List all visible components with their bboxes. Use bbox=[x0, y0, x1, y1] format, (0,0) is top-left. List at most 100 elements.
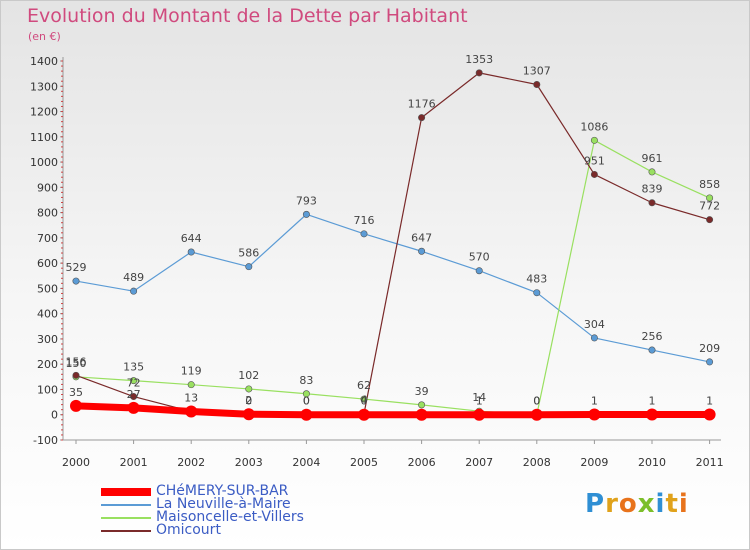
y-tick-label: 300 bbox=[37, 333, 58, 346]
data-point bbox=[127, 401, 140, 414]
data-label: 0 bbox=[303, 395, 310, 408]
data-point bbox=[418, 247, 426, 255]
x-tick-label: 2004 bbox=[292, 456, 320, 469]
data-label: 209 bbox=[699, 342, 720, 355]
data-point bbox=[358, 408, 370, 421]
data-point bbox=[300, 408, 313, 421]
data-point bbox=[706, 216, 714, 224]
data-point bbox=[648, 168, 656, 176]
data-point bbox=[590, 170, 598, 178]
data-point bbox=[245, 385, 253, 393]
y-tick-label: 800 bbox=[37, 207, 58, 220]
legend-item: CHéMERY-SUR-BAR bbox=[101, 483, 421, 499]
y-tick-label: 900 bbox=[37, 181, 58, 194]
legend-swatch bbox=[101, 530, 151, 532]
data-label: 119 bbox=[181, 365, 202, 378]
data-point bbox=[130, 393, 138, 401]
y-tick-label: 200 bbox=[37, 358, 58, 371]
y-tick-label: 1200 bbox=[30, 106, 58, 119]
data-point bbox=[302, 210, 310, 218]
data-point bbox=[415, 408, 428, 421]
y-tick-label: 1300 bbox=[30, 80, 58, 93]
data-point bbox=[72, 371, 80, 379]
data-point bbox=[72, 277, 80, 285]
data-label: 72 bbox=[127, 377, 141, 390]
data-label: 1353 bbox=[465, 53, 493, 66]
legend-swatch bbox=[101, 488, 151, 496]
data-point bbox=[703, 408, 716, 421]
data-label: 39 bbox=[415, 385, 429, 398]
data-point bbox=[706, 194, 714, 202]
data-label: 961 bbox=[642, 152, 663, 165]
logo-letter: r bbox=[605, 489, 619, 519]
series-points bbox=[70, 69, 716, 421]
y-tick-label: 700 bbox=[37, 232, 58, 245]
logo-letter: o bbox=[618, 489, 638, 519]
data-label: 304 bbox=[584, 318, 605, 331]
legend-label: Maisoncelle-et-Villers bbox=[156, 509, 304, 525]
data-point bbox=[70, 399, 82, 412]
x-tick-label: 2003 bbox=[235, 456, 263, 469]
data-point bbox=[475, 267, 483, 275]
data-point bbox=[302, 390, 310, 398]
axes: -100010020030040050060070080090010001100… bbox=[30, 55, 724, 469]
logo-letter: i bbox=[678, 489, 689, 519]
proxiti-logo: Proxiti bbox=[585, 489, 689, 519]
data-point bbox=[590, 136, 598, 144]
data-label: 0 bbox=[245, 395, 252, 408]
data-label: 1086 bbox=[580, 120, 608, 133]
data-label: 1 bbox=[649, 394, 656, 407]
data-point bbox=[418, 401, 426, 409]
legend-label: CHéMERY-SUR-BAR bbox=[156, 483, 289, 499]
y-tick-label: 1100 bbox=[30, 131, 58, 144]
chart-title: Evolution du Montant de la Dette par Hab… bbox=[27, 5, 468, 27]
data-point bbox=[130, 287, 138, 295]
data-label: 793 bbox=[296, 194, 317, 207]
legend-swatch bbox=[101, 517, 151, 519]
data-point bbox=[130, 377, 138, 385]
data-label: 35 bbox=[69, 386, 83, 399]
data-label: 644 bbox=[181, 232, 202, 245]
data-labels: 35 27 13 2 0 0 1 0 1 1 152948964458679371664757048… bbox=[66, 53, 721, 408]
y-tick-label: 600 bbox=[37, 257, 58, 270]
data-label: 256 bbox=[642, 330, 663, 343]
data-label: 27 bbox=[127, 388, 141, 401]
logo-letter: i bbox=[655, 489, 666, 519]
y-tick-label: 400 bbox=[37, 308, 58, 321]
data-label: 858 bbox=[699, 178, 720, 191]
data-point bbox=[590, 334, 598, 342]
data-point bbox=[187, 381, 195, 389]
legend: CHéMERY-SUR-BAR La Neuville-à-Maire Maison… bbox=[101, 483, 421, 538]
logo-letter: x bbox=[637, 489, 656, 519]
x-tick-label: 2010 bbox=[638, 456, 666, 469]
data-label: 62 bbox=[357, 379, 371, 392]
series-line bbox=[75, 139, 711, 416]
logo-letter: t bbox=[665, 489, 679, 519]
y-tick-label: 1000 bbox=[30, 156, 58, 169]
legend-swatch bbox=[101, 504, 151, 506]
data-point bbox=[187, 248, 195, 256]
y-tick-label: 0 bbox=[51, 409, 58, 422]
legend-item: La Neuville-à-Maire bbox=[101, 496, 421, 512]
data-label: 570 bbox=[469, 251, 490, 264]
line-chart: -100010020030040050060070080090010001100… bbox=[30, 53, 724, 469]
data-point bbox=[245, 263, 253, 271]
data-label: 14 bbox=[472, 391, 486, 404]
data-label: 1176 bbox=[408, 98, 436, 111]
series-lines bbox=[72, 72, 714, 419]
data-label: 839 bbox=[642, 183, 663, 196]
data-point bbox=[418, 114, 426, 122]
data-label: 2 bbox=[245, 394, 252, 407]
y-tick-label: 500 bbox=[37, 282, 58, 295]
data-point bbox=[588, 408, 601, 421]
data-label: 1 bbox=[476, 395, 483, 408]
y-tick-label: 100 bbox=[37, 383, 58, 396]
data-point bbox=[360, 395, 368, 403]
data-label: 135 bbox=[123, 361, 144, 374]
x-tick-label: 2005 bbox=[350, 456, 378, 469]
legend-item: Maisoncelle-et-Villers bbox=[101, 509, 421, 525]
x-tick-label: 2002 bbox=[177, 456, 205, 469]
data-label: 1 bbox=[706, 394, 713, 407]
data-label: 13 bbox=[184, 391, 198, 404]
